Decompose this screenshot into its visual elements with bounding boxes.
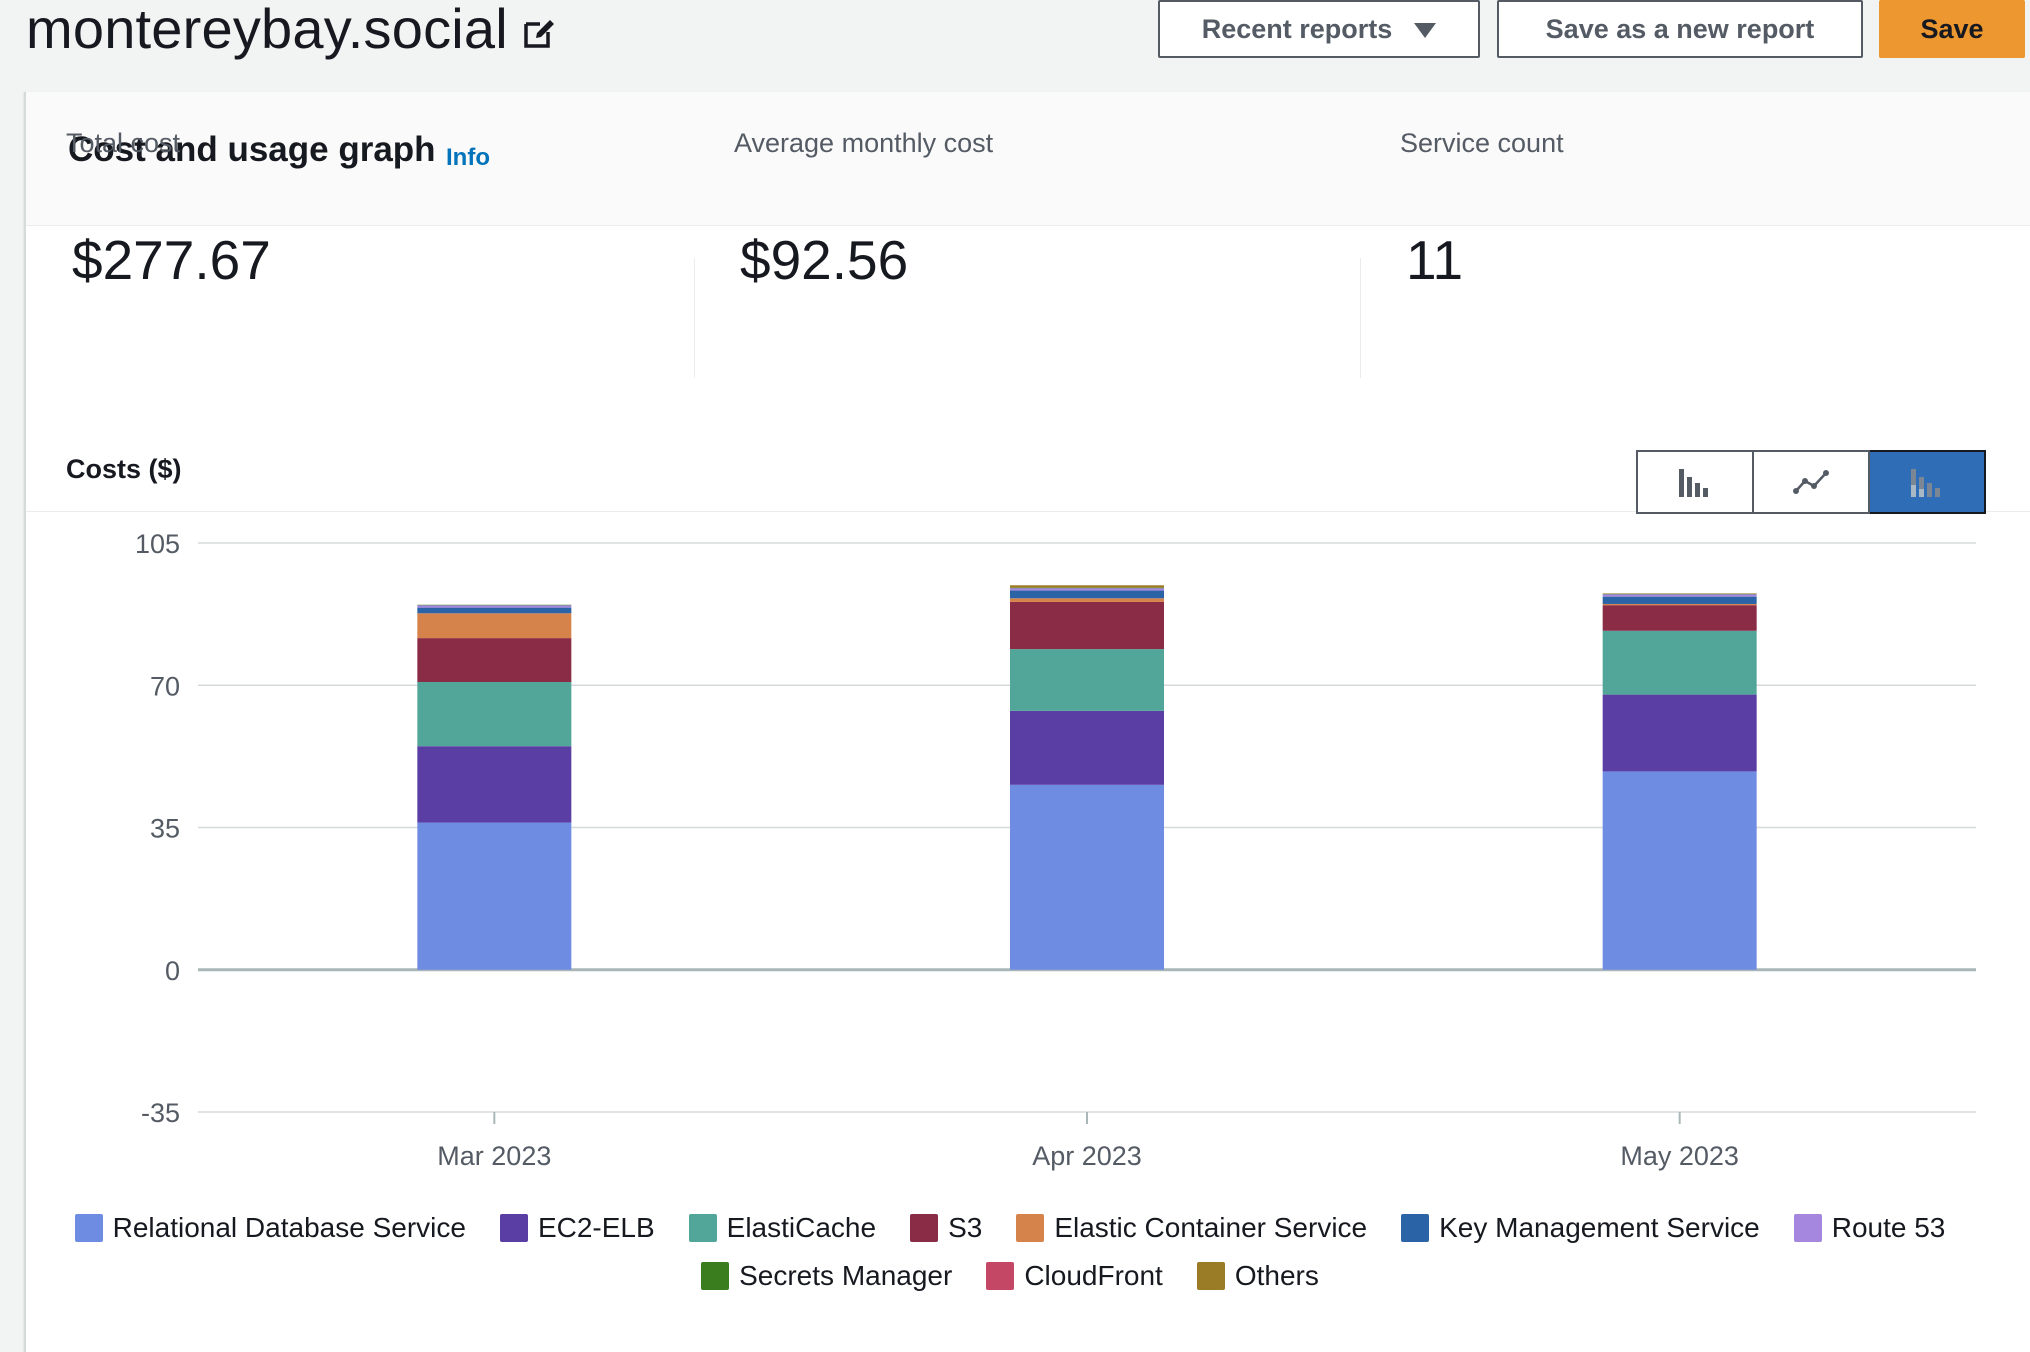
bar-segment[interactable] [1010, 585, 1164, 588]
x-tick-label: May 2023 [1620, 1141, 1739, 1171]
line-chart-icon [1793, 470, 1829, 494]
total-cost-value: $277.67 [72, 229, 271, 291]
legend-label: Route 53 [1831, 1212, 1946, 1243]
bar-segment[interactable] [1602, 605, 1757, 631]
legend-label: Elastic Container Service [1054, 1212, 1368, 1243]
axes: 105 70 35 0 -35 Mar 2023 Apr 2023 May 2023 [135, 529, 1739, 1171]
chart-legend: Relational Database Service EC2-ELB Elasti… [60, 1212, 1960, 1292]
bar-segment[interactable] [1602, 630, 1757, 695]
bar-segment[interactable] [1010, 587, 1164, 589]
y-tick-label: -35 [141, 1098, 180, 1128]
bar-segment[interactable] [1602, 596, 1757, 604]
y-tick-label: 105 [135, 529, 180, 559]
avg-monthly-cost-value: $92.56 [740, 229, 909, 291]
legend-label: S3 [948, 1212, 983, 1243]
legend-swatch [1016, 1214, 1045, 1242]
caret-down-icon [1414, 22, 1437, 38]
info-link[interactable]: Info [446, 144, 490, 171]
legend-swatch [688, 1214, 717, 1242]
bar-chart-icon [1679, 469, 1708, 497]
stacked-bar-chart-toggle[interactable] [1870, 450, 1986, 514]
legend-label: ElastiCache [726, 1212, 877, 1243]
y-tick-label: 35 [150, 814, 180, 844]
bar-segment[interactable] [1602, 594, 1757, 597]
y-tick-label: 0 [165, 956, 180, 986]
stacked-bar-chart-icon [1911, 469, 1940, 497]
bar-segment[interactable] [1602, 771, 1757, 970]
legend-item[interactable]: ElastiCache [688, 1212, 877, 1244]
metric-divider [1360, 258, 1361, 378]
bar-segment[interactable] [1010, 601, 1164, 650]
report-name: montereybay.social [26, 0, 508, 60]
legend-swatch [986, 1262, 1015, 1290]
bar-segment[interactable] [417, 681, 572, 747]
save-as-new-report-label: Save as a new report [1545, 13, 1815, 44]
legend-item[interactable]: Elastic Container Service [1016, 1212, 1367, 1244]
legend-swatch [74, 1214, 103, 1242]
legend-item[interactable]: CloudFront [986, 1260, 1163, 1292]
bar-segment[interactable] [417, 605, 572, 608]
cost-chart: 105 70 35 0 -35 Mar 2023 Apr 2023 May 2023 [135, 529, 1976, 1171]
service-count-value: 11 [1406, 229, 1464, 291]
panel-title: Cost and usage graph [68, 130, 436, 169]
legend-label: Secrets Manager [739, 1260, 953, 1291]
bar-segment[interactable] [417, 638, 572, 682]
legend-item[interactable]: Secrets Manager [701, 1260, 952, 1292]
legend-swatch [910, 1214, 939, 1242]
avg-monthly-cost-label: Average monthly cost [734, 128, 994, 158]
bar-segment[interactable] [1010, 588, 1164, 591]
recent-reports-button[interactable]: Recent reports [1158, 0, 1480, 58]
page-title: montereybay.social [26, 0, 556, 60]
save-label: Save [1920, 13, 1984, 44]
bar-chart-toggle[interactable] [1636, 450, 1754, 514]
legend-item[interactable]: EC2-ELB [499, 1212, 655, 1244]
bar-segment[interactable] [1010, 598, 1164, 602]
bar-segment[interactable] [1010, 649, 1164, 711]
save-button[interactable]: Save [1879, 0, 2025, 58]
total-cost-label: Total cost [66, 128, 181, 158]
service-count-label: Service count [1400, 128, 1564, 158]
legend-item[interactable]: Relational Database Service [74, 1212, 466, 1244]
legend-swatch [1401, 1214, 1430, 1242]
legend-item[interactable]: Key Management Service [1401, 1212, 1760, 1244]
legend-label: Others [1234, 1260, 1319, 1291]
x-tick-label: Apr 2023 [1032, 1141, 1142, 1171]
legend-label: EC2-ELB [537, 1212, 655, 1243]
recent-reports-label: Recent reports [1201, 13, 1393, 44]
line-chart-toggle[interactable] [1754, 450, 1870, 514]
panel-header: Cost and usage graph Info [26, 92, 2030, 226]
legend-swatch [701, 1262, 730, 1290]
bar-segment[interactable] [417, 607, 572, 614]
bar-segment[interactable] [1010, 784, 1164, 970]
legend-label: Relational Database Service [112, 1212, 466, 1243]
metrics-row [26, 226, 2030, 512]
bars [417, 585, 1757, 970]
bar-segment[interactable] [1010, 710, 1164, 785]
legend-item[interactable]: Route 53 [1793, 1212, 1946, 1244]
legend-item[interactable]: Others [1196, 1260, 1319, 1292]
metric-divider [694, 258, 695, 378]
chart-title: Costs ($) [66, 454, 182, 484]
save-as-new-report-button[interactable]: Save as a new report [1497, 0, 1863, 58]
bar-segment[interactable] [417, 746, 572, 823]
legend-swatch [1196, 1262, 1225, 1290]
bar-segment[interactable] [417, 604, 572, 606]
bar-segment[interactable] [417, 822, 572, 970]
bar-segment[interactable] [1602, 603, 1757, 606]
x-tick-label: Mar 2023 [437, 1141, 551, 1171]
legend-label: CloudFront [1024, 1260, 1163, 1291]
legend-swatch [1793, 1214, 1822, 1242]
y-tick-label: 70 [150, 671, 180, 701]
bar-segment[interactable] [1010, 590, 1164, 599]
bar-segment[interactable] [1602, 593, 1757, 595]
bar-segment[interactable] [1602, 694, 1757, 772]
edit-icon[interactable] [522, 16, 556, 50]
bar-segment[interactable] [1602, 593, 1757, 594]
legend-label: Key Management Service [1439, 1212, 1760, 1243]
bar-segment[interactable] [417, 613, 572, 639]
chart-type-toggle [1636, 450, 1986, 514]
legend-item[interactable]: S3 [910, 1212, 982, 1244]
legend-swatch [499, 1214, 528, 1242]
